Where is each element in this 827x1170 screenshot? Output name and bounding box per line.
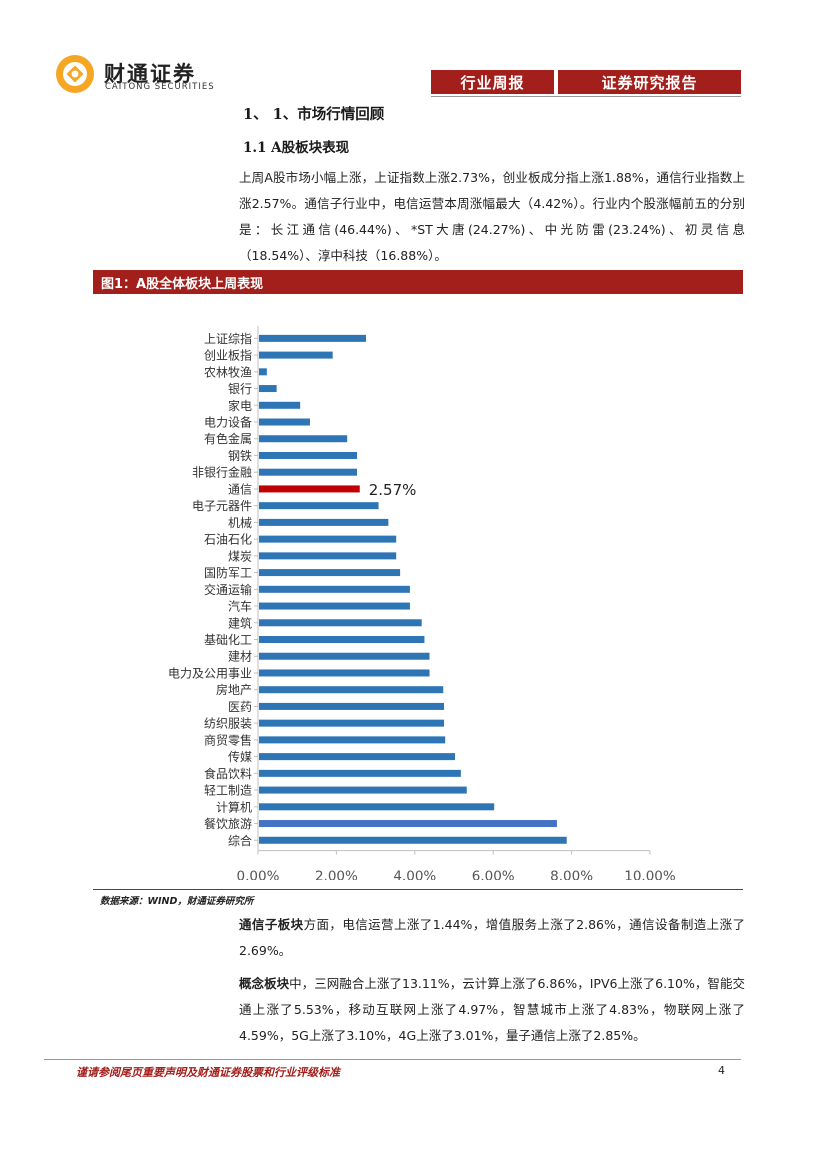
category-label: 石油石化 (204, 533, 252, 547)
category-label: 电子元器件 (192, 499, 252, 513)
bar-家电 (259, 401, 301, 409)
category-label: 商贸零售 (204, 732, 252, 747)
bar-机械 (259, 518, 389, 526)
bar-医药 (259, 702, 445, 710)
bar-综合 (259, 836, 567, 844)
bar-非银行金融 (259, 468, 357, 476)
bar-电力及公用事业 (259, 669, 430, 677)
category-label: 基础化工 (204, 633, 252, 647)
report-category-tag: 证券研究报告 (558, 70, 741, 94)
x-tick-label: 0.00% (237, 869, 280, 880)
x-tick-label: 8.00% (550, 869, 593, 880)
category-label: 煤炭 (228, 549, 252, 563)
category-label: 机械 (228, 515, 252, 530)
bar-基础化工 (259, 636, 425, 644)
bar-纺织服装 (259, 719, 445, 727)
bar-食品饮料 (259, 769, 461, 777)
bar-传媒 (259, 753, 455, 761)
caitong-logo-icon (56, 55, 94, 93)
category-label: 国防军工 (204, 565, 252, 580)
x-tick-label: 2.00% (315, 869, 358, 880)
category-label: 上证综指 (204, 331, 252, 346)
footer-disclaimer: 谨请参阅尾页重要声明及财通证券股票和行业评级标准 (76, 1066, 340, 1079)
x-tick-label: 4.00% (393, 869, 436, 880)
concept-paragraph: 概念板块中，三网融合上涨了13.11%，云计算上涨了6.86%，IPV6上涨了6… (239, 971, 745, 1049)
category-label: 通信 (228, 482, 252, 496)
page-number: 4 (718, 1064, 725, 1077)
category-label: 交通运输 (204, 582, 252, 597)
header-divider (431, 96, 741, 97)
bar-汽车 (259, 602, 410, 610)
bar-电力设备 (259, 418, 310, 426)
category-label: 家电 (228, 398, 252, 413)
subsection-heading: 1.1 A股板块表现 (243, 140, 350, 156)
bar-商贸零售 (259, 736, 446, 744)
x-tick-label: 6.00% (472, 869, 515, 880)
category-label: 钢铁 (228, 449, 252, 463)
subindustry-text: 方面，电信运营上涨了1.44%，增值服务上涨了2.86%，通信设备制造上涨了2.… (239, 917, 745, 958)
category-label: 银行 (228, 382, 252, 396)
bar-银行 (259, 385, 277, 393)
bar-通信 (259, 485, 360, 493)
category-label: 计算机 (216, 799, 252, 814)
subindustry-paragraph: 通信子板块方面，电信运营上涨了1.44%，增值服务上涨了2.86%，通信设备制造… (239, 912, 745, 964)
concept-lead: 概念板块 (239, 976, 290, 991)
category-label: 电力及公用事业 (168, 666, 252, 680)
category-label: 餐饮旅游 (204, 816, 252, 831)
category-label: 汽车 (228, 599, 252, 614)
category-label: 建材 (228, 650, 252, 664)
bar-电子元器件 (259, 502, 379, 510)
category-label: 食品饮料 (204, 766, 252, 781)
category-label: 综合 (228, 833, 252, 848)
bar-建材 (259, 652, 430, 660)
category-label: 非银行金融 (192, 465, 252, 480)
bar-有色金属 (259, 435, 348, 443)
category-label: 医药 (228, 700, 252, 714)
bar-餐饮旅游 (259, 820, 557, 828)
market-review-paragraph: 上周A股市场小幅上涨，上证指数上涨2.73%，创业板成分指上涨1.88%，通信行… (239, 170, 745, 263)
footer-divider (44, 1059, 741, 1060)
bar-农林牧渔 (259, 368, 267, 376)
bar-建筑 (259, 619, 422, 627)
x-tick-label: 10.00% (624, 869, 676, 880)
logo-english-name: CAITONG SECURITIES (105, 82, 215, 92)
bar-计算机 (259, 803, 495, 811)
category-label: 创业板指 (204, 348, 252, 363)
category-label: 农林牧渔 (204, 365, 252, 379)
logo-chinese-name: 财通证券 (104, 61, 196, 86)
bar-煤炭 (259, 552, 397, 560)
category-label: 纺织服装 (204, 717, 252, 731)
category-label: 传媒 (228, 749, 252, 764)
category-label: 房地产 (216, 682, 252, 697)
bar-石油石化 (259, 535, 397, 543)
bar-交通运输 (259, 585, 410, 593)
concept-text: 中，三网融合上涨了13.11%，云计算上涨了6.86%，IPV6上涨了6.10%… (239, 976, 745, 1043)
highlight-data-label: 2.57% (369, 481, 417, 499)
category-label: 电力设备 (204, 416, 252, 430)
category-label: 有色金属 (204, 431, 252, 446)
category-label: 轻工制造 (204, 784, 252, 798)
bar-钢铁 (259, 451, 357, 459)
category-label: 建筑 (228, 615, 252, 630)
figure-source-divider (93, 889, 743, 890)
bar-国防军工 (259, 569, 401, 577)
section-heading: 1、 1、市场行情回顾 (243, 106, 385, 123)
bar-上证综指 (259, 334, 367, 342)
subindustry-lead: 通信子板块 (239, 917, 304, 932)
figure-source: 数据来源：WIND，财通证券研究所 (100, 896, 254, 907)
figure-title-bar: 图1：A股全体板块上周表现 (93, 270, 743, 294)
bar-轻工制造 (259, 786, 467, 794)
bar-房地产 (259, 686, 444, 694)
report-type-tag: 行业周报 (431, 70, 554, 94)
bar-创业板指 (259, 351, 333, 359)
